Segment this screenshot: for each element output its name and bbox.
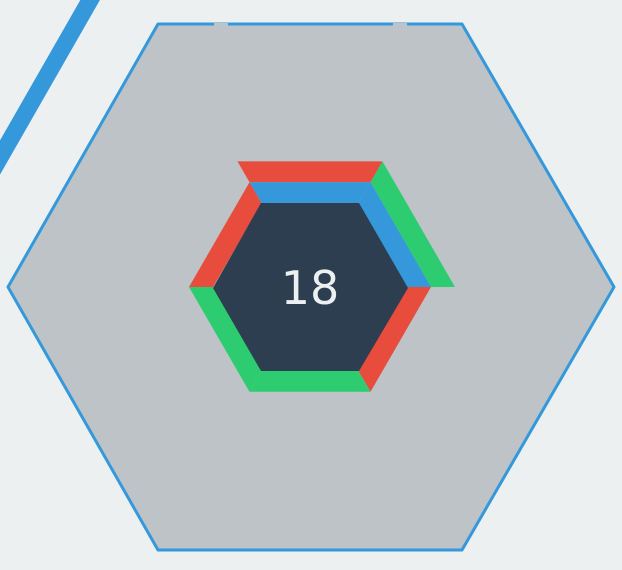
falling-streak — [0, 0, 100, 175]
block-top-red — [237, 161, 383, 183]
block-top-right-blue — [358, 182, 431, 287]
block-stack — [189, 161, 455, 392]
score-display: 18 — [281, 261, 340, 315]
block-top-blue — [249, 182, 371, 203]
block-bottom-right-red — [358, 287, 431, 392]
block-top-right-green — [370, 161, 455, 287]
core-hexagon[interactable] — [213, 203, 408, 371]
block-bottom-green — [249, 371, 371, 392]
block-top-left-red — [189, 182, 262, 287]
block-bottom-left-green — [189, 287, 262, 392]
